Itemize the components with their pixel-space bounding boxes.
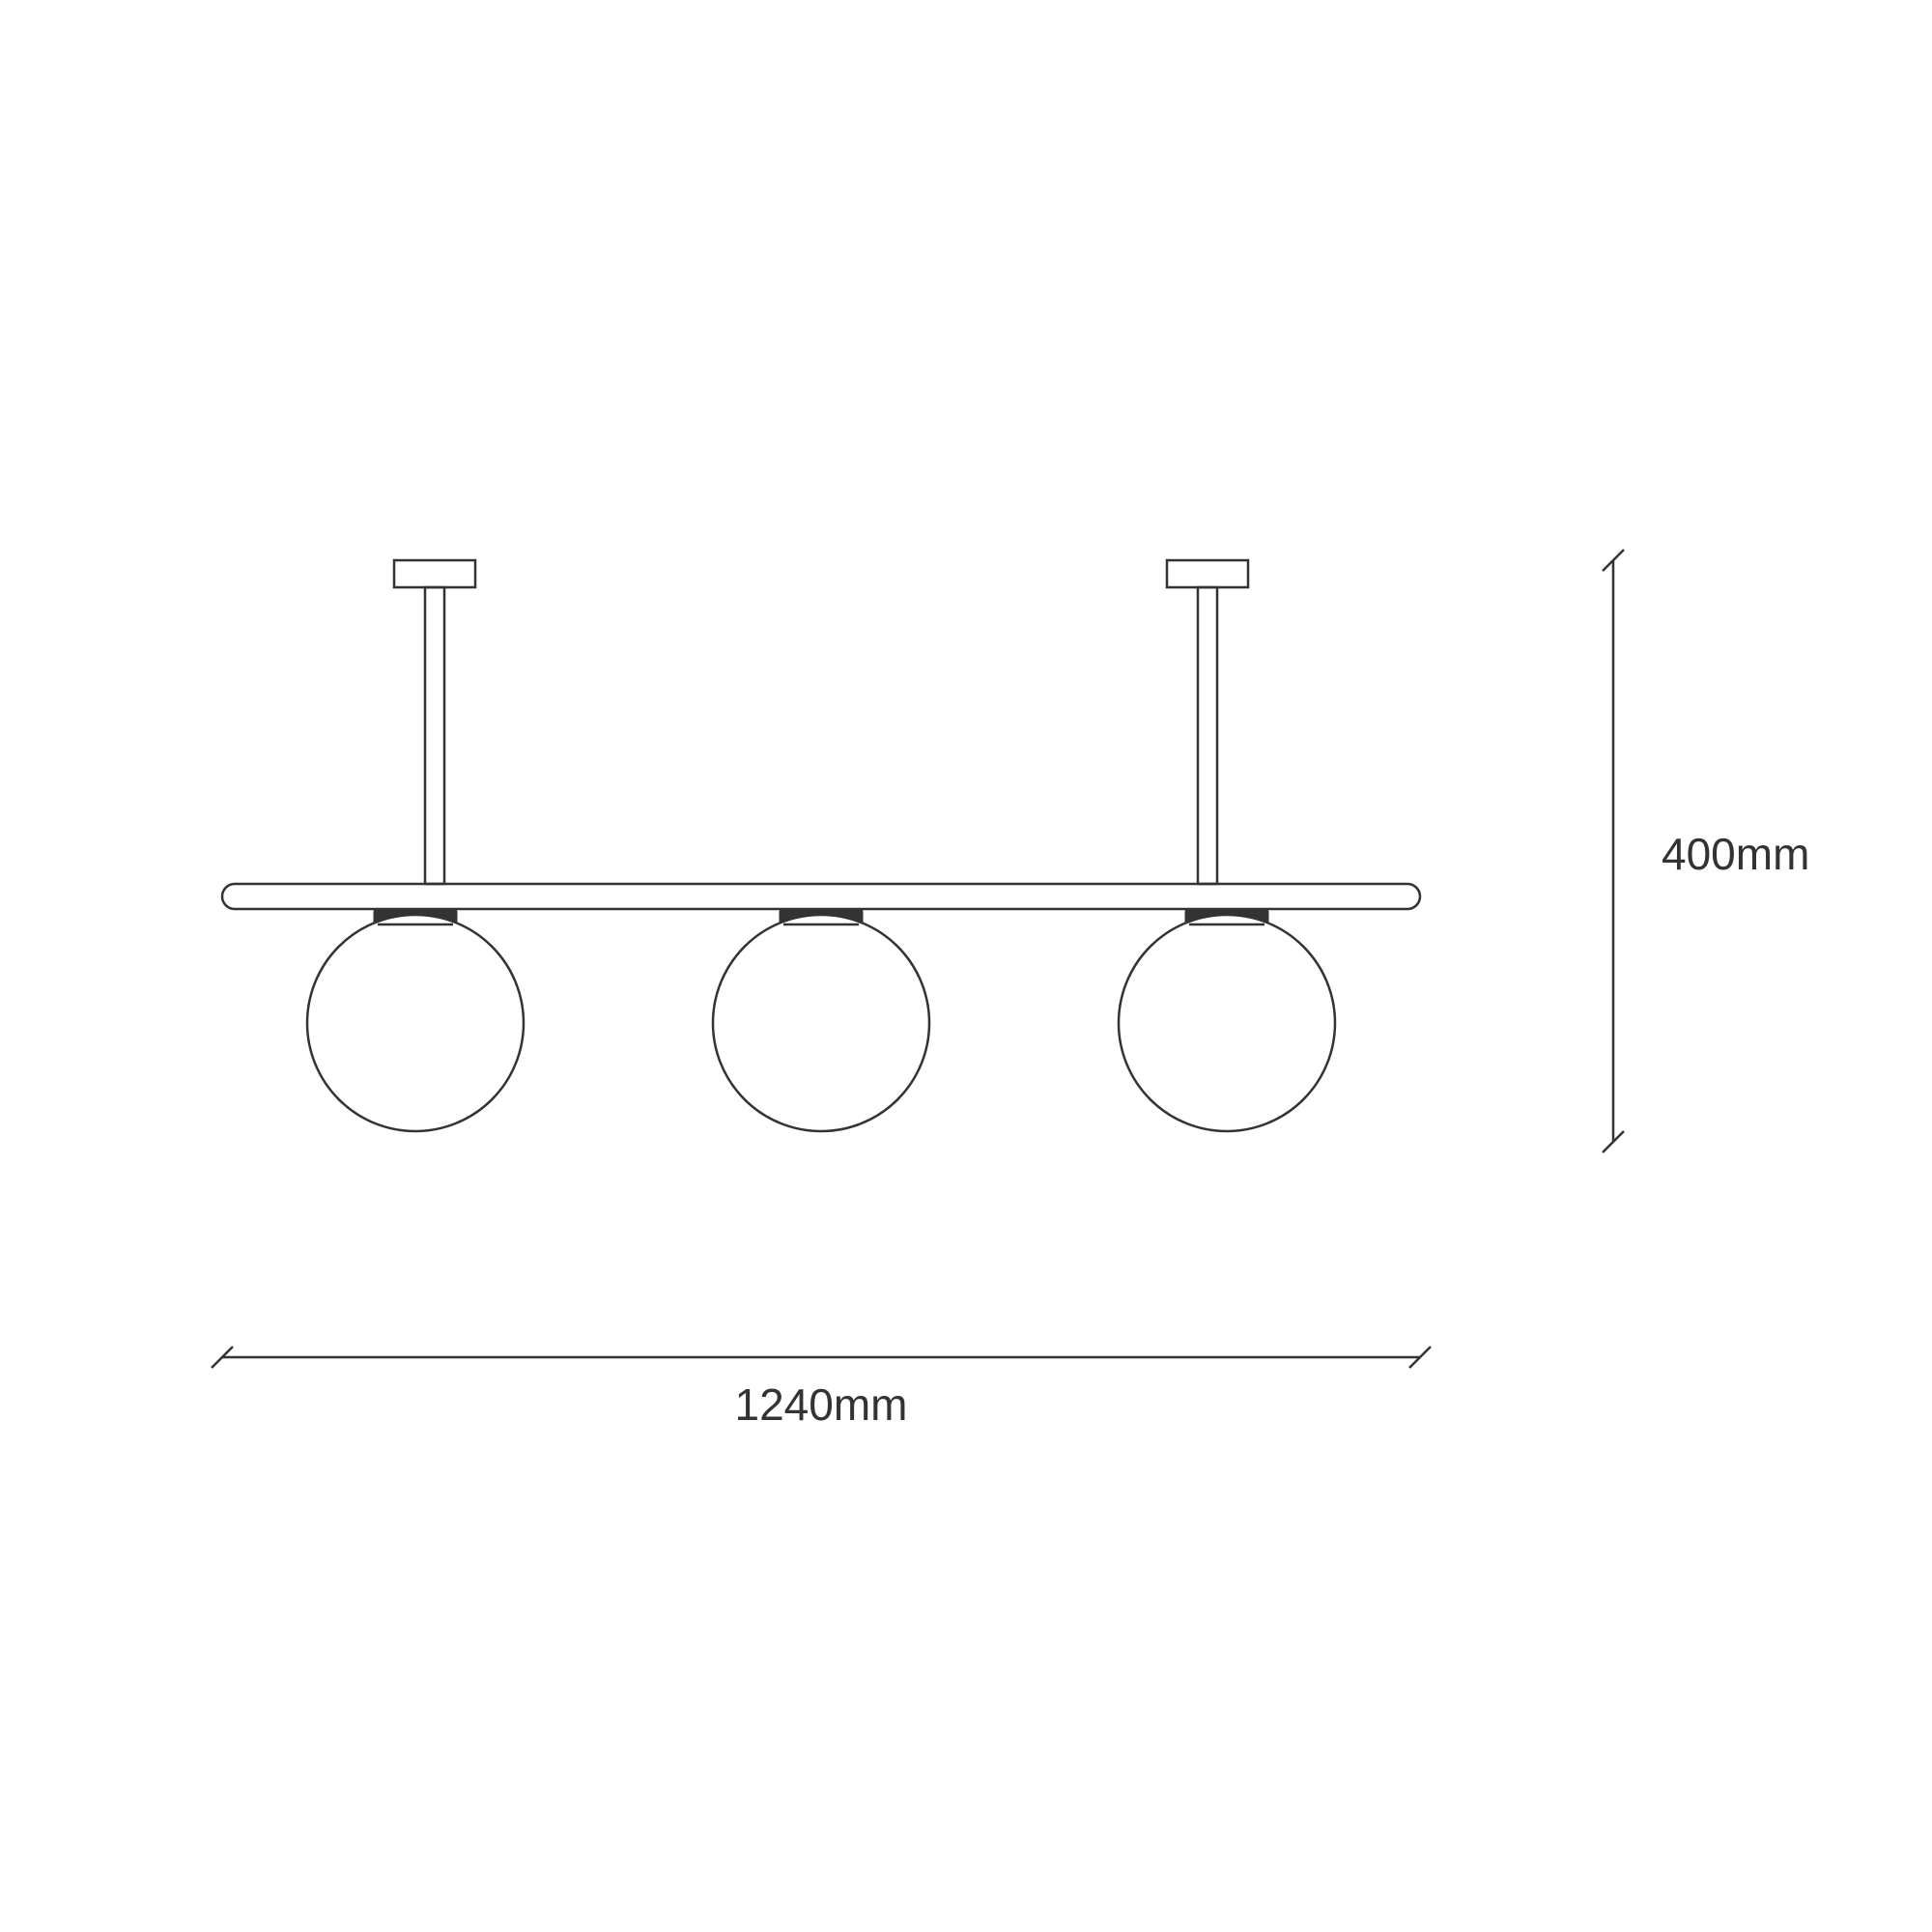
ceiling-plate-1 [1167,560,1248,587]
ceiling-plate-0 [394,560,475,587]
globe-0 [307,915,524,1131]
technical-drawing: 1240mm 400mm [0,0,1932,1932]
fixture-bar [222,884,1420,909]
globe-1 [713,915,929,1131]
mount-rod-1 [1198,587,1217,884]
globe-2 [1119,915,1335,1131]
dim-label-height: 400mm [1662,829,1809,879]
dim-label-width: 1240mm [735,1379,908,1430]
mount-rod-0 [425,587,444,884]
